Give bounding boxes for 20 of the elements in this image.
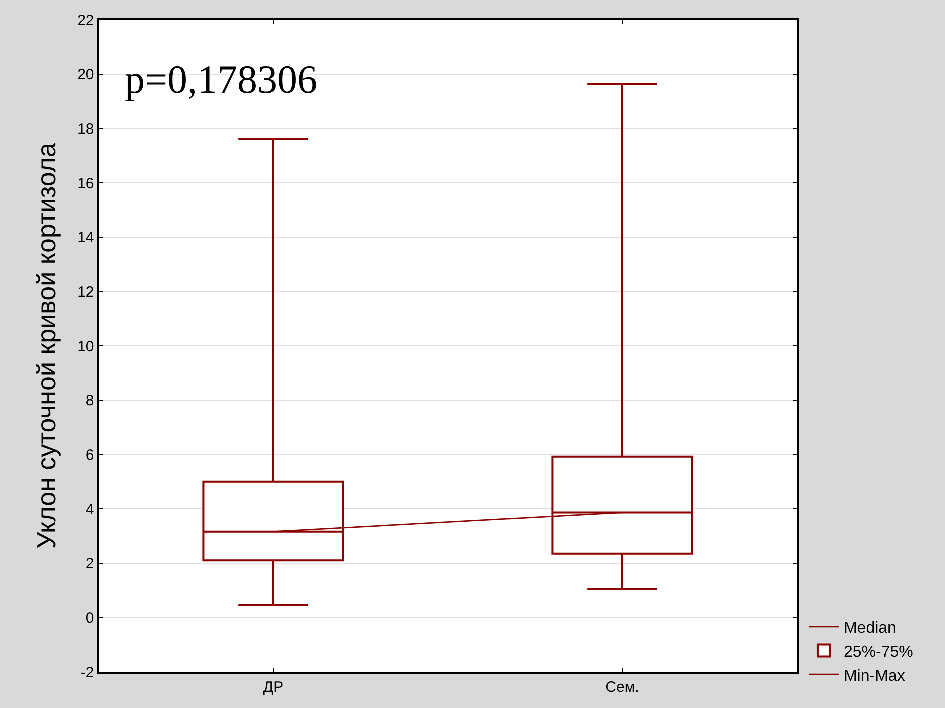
x-tick-label: ДР <box>263 678 284 696</box>
y-tick-label: 18 <box>78 120 94 138</box>
y-tick-label: 16 <box>78 175 94 192</box>
legend-label: Min-Max <box>844 668 906 685</box>
legend-label: Median <box>844 620 896 638</box>
y-tick-label: 20 <box>78 66 94 84</box>
y-tick-label: 6 <box>86 446 94 464</box>
y-tick-label: -2 <box>80 664 94 682</box>
y-tick-label: 2 <box>86 556 94 573</box>
y-tick-label: 10 <box>78 338 94 356</box>
legend-label: 25%-75% <box>844 644 914 661</box>
y-tick-label: 22 <box>78 12 94 30</box>
annotation: p=0,178306 <box>125 57 318 102</box>
y-tick-label: 12 <box>78 284 94 301</box>
y-tick-label: 4 <box>86 501 94 518</box>
y-tick-label: 14 <box>78 230 94 247</box>
y-axis-title: Уклон суточной кривой кортизола <box>31 142 62 549</box>
x-tick-label: Сем. <box>606 678 640 696</box>
y-tick-label: 8 <box>86 392 94 410</box>
y-tick-label: 0 <box>86 610 94 627</box>
